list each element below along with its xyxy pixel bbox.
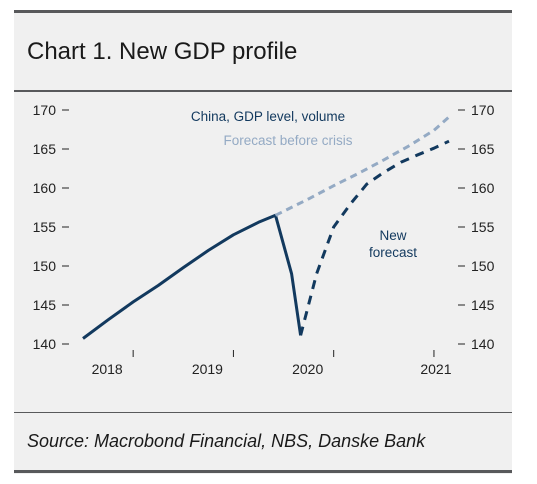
y-tick-label-left: 155 xyxy=(33,219,57,235)
y-tick-label-left: 170 xyxy=(33,102,57,118)
x-tick-label: 2018 xyxy=(92,361,123,377)
y-tick-label-right: 140 xyxy=(471,336,495,352)
y-tick-label-right: 150 xyxy=(471,258,495,274)
y-tick-label-left: 150 xyxy=(33,258,57,274)
annotation-new-forecast-line2: forecast xyxy=(369,245,417,260)
annotation-actual: China, GDP level, volume xyxy=(191,109,345,124)
chart-panel xyxy=(14,10,512,474)
y-tick-label-left: 165 xyxy=(33,141,57,157)
series-line-actual xyxy=(82,213,303,340)
y-tick-label-right: 165 xyxy=(471,141,495,157)
x-tick-label: 2021 xyxy=(420,361,451,377)
y-tick-label-left: 160 xyxy=(33,180,57,196)
chart-axes: 140 140 145 145 150 150 155 155 160 160 165 165 170 1… xyxy=(33,102,495,377)
y-tick-label-left: 145 xyxy=(33,297,57,313)
y-tick-label-left: 140 xyxy=(33,336,57,352)
source-note: Source: Macrobond Financial, NBS, Danske… xyxy=(27,431,426,451)
y-tick-label-right: 170 xyxy=(471,102,495,118)
title-divider xyxy=(14,90,512,92)
annotation-new-forecast-line1: New xyxy=(379,228,406,243)
series-line-forecast-before-crisis xyxy=(274,115,450,217)
bottom-rule xyxy=(14,470,512,473)
top-rule xyxy=(14,10,512,13)
y-tick-label-right: 160 xyxy=(471,180,495,196)
y-tick-label-right: 155 xyxy=(471,219,495,235)
x-tick-label: 2019 xyxy=(192,361,223,377)
y-tick-label-right: 145 xyxy=(471,297,495,313)
x-tick-label: 2020 xyxy=(292,361,323,377)
source-divider xyxy=(14,412,512,413)
chart-title: Chart 1. New GDP profile xyxy=(27,38,298,65)
series-line-new-forecast xyxy=(299,139,450,336)
chart-series xyxy=(82,115,450,340)
annotation-forecast-before-crisis: Forecast before crisis xyxy=(223,133,352,148)
